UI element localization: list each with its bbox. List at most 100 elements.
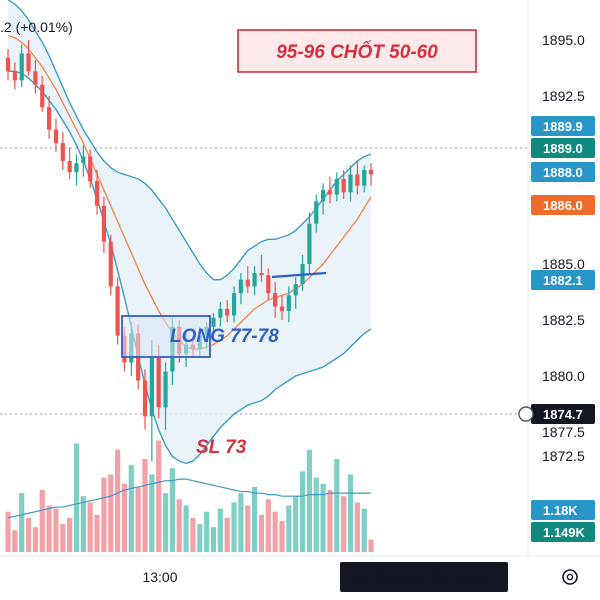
candle-body[interactable] xyxy=(5,57,11,72)
volume-bar xyxy=(94,514,100,552)
volume-bar xyxy=(334,459,340,552)
candle-body[interactable] xyxy=(225,308,230,316)
volume-bar xyxy=(156,440,162,552)
target-annotation-box[interactable] xyxy=(237,29,477,73)
bollinger-band-fill xyxy=(8,0,372,464)
candle-body[interactable] xyxy=(362,169,367,186)
candle-body[interactable] xyxy=(19,53,24,81)
volume-bar xyxy=(162,493,169,552)
volume-bar xyxy=(108,474,114,552)
volume-bar xyxy=(149,474,155,552)
candle-body[interactable] xyxy=(218,308,223,318)
candle-body[interactable] xyxy=(321,190,326,202)
candle-body[interactable] xyxy=(53,129,59,144)
candle-body[interactable] xyxy=(266,275,271,294)
volume-bar xyxy=(80,496,86,552)
candle-body[interactable] xyxy=(314,201,319,224)
crosshair-price-tag: 1874.7 xyxy=(543,407,583,422)
candle-body[interactable] xyxy=(163,371,168,408)
volume-bar xyxy=(341,496,347,552)
candle-body[interactable] xyxy=(231,293,237,316)
volume-bar xyxy=(128,465,134,552)
candle-body[interactable] xyxy=(211,317,216,327)
support-trend-line[interactable] xyxy=(271,271,327,279)
volume-bar xyxy=(286,505,292,552)
candle-body[interactable] xyxy=(368,169,374,175)
volume-bar xyxy=(245,505,251,552)
candle-body[interactable] xyxy=(67,160,72,173)
candle-body[interactable] xyxy=(115,286,120,336)
candle-body[interactable] xyxy=(245,279,250,287)
volume-bar xyxy=(87,502,93,552)
crosshair-time-tag-bg xyxy=(340,562,508,592)
crosshair-date-label: 18 Tháng 3 '26 xyxy=(352,570,445,586)
basis-band-tag-bg xyxy=(531,162,595,182)
volume-bar xyxy=(183,505,189,552)
volume-tag-b-bg xyxy=(531,522,595,542)
candle-body[interactable] xyxy=(259,272,264,276)
entry-annotation-box[interactable] xyxy=(121,315,211,358)
volume-bar xyxy=(293,496,299,552)
candle-body[interactable] xyxy=(327,190,333,195)
volume-tag-b: 1.149K xyxy=(543,525,586,540)
volume-bar xyxy=(368,539,374,552)
volume-bar xyxy=(121,483,128,552)
entry-annotation-label: LONG 77-78 xyxy=(170,326,279,347)
candle-body[interactable] xyxy=(286,295,291,312)
volume-bar xyxy=(272,511,278,552)
candle-body[interactable] xyxy=(108,241,113,287)
volume-bar xyxy=(101,477,107,552)
gear-inner xyxy=(566,573,574,581)
volume-bar xyxy=(306,449,312,552)
candle-body[interactable] xyxy=(60,143,65,161)
candle-body[interactable] xyxy=(252,272,257,287)
basis-band-tag: 1888.0 xyxy=(543,165,583,180)
candle-body[interactable] xyxy=(12,71,17,81)
volume-tag-a-bg xyxy=(531,500,595,520)
candle-body[interactable] xyxy=(341,178,346,193)
crosshair-time-label: 13:51 xyxy=(456,570,491,586)
candle-body[interactable] xyxy=(33,71,38,85)
candle-body[interactable] xyxy=(273,293,278,307)
candle-body[interactable] xyxy=(142,380,148,417)
candle-body[interactable] xyxy=(40,84,45,108)
volume-bar xyxy=(279,521,285,552)
candle-body[interactable] xyxy=(279,306,285,312)
candle-body[interactable] xyxy=(88,156,93,182)
last-price-tag-bg xyxy=(531,138,595,158)
volume-bar xyxy=(53,508,59,552)
volume-bar xyxy=(217,508,223,552)
gear-outer xyxy=(562,569,578,585)
volume-bar xyxy=(210,527,217,552)
candle-body[interactable] xyxy=(355,174,360,186)
candle-body[interactable] xyxy=(293,284,298,296)
candle-body[interactable] xyxy=(348,174,353,193)
candle-body[interactable] xyxy=(81,156,86,164)
candle-body[interactable] xyxy=(307,223,312,264)
candle-body[interactable] xyxy=(149,358,154,417)
volume-bar xyxy=(32,527,38,552)
candle-body[interactable] xyxy=(47,107,52,130)
volume-bar xyxy=(238,493,244,552)
volume-bar xyxy=(25,517,32,552)
volume-bar xyxy=(197,524,203,552)
candle-body[interactable] xyxy=(101,205,106,242)
candle-body[interactable] xyxy=(74,163,79,173)
volume-bar xyxy=(12,530,18,552)
lower-band-tag-bg xyxy=(531,270,595,290)
stop-loss-label: SL 73 xyxy=(196,437,247,458)
scale-lock-icon[interactable] xyxy=(518,406,534,422)
candle-body[interactable] xyxy=(26,53,31,72)
target-annotation-label: 95-96 CHỐT 50-60 xyxy=(276,41,438,63)
lower-band-tag: 1882.1 xyxy=(543,273,583,288)
volume-bar xyxy=(5,511,11,552)
upper-band-tag: 1889.9 xyxy=(543,119,583,134)
gear-icon[interactable] xyxy=(562,569,578,585)
candle-body[interactable] xyxy=(94,181,100,206)
candle-body[interactable] xyxy=(156,358,161,408)
candle-body[interactable] xyxy=(334,178,339,195)
volume-bar xyxy=(320,483,326,552)
volume-tag-a: 1.18K xyxy=(543,503,578,518)
candle-body[interactable] xyxy=(238,279,243,294)
